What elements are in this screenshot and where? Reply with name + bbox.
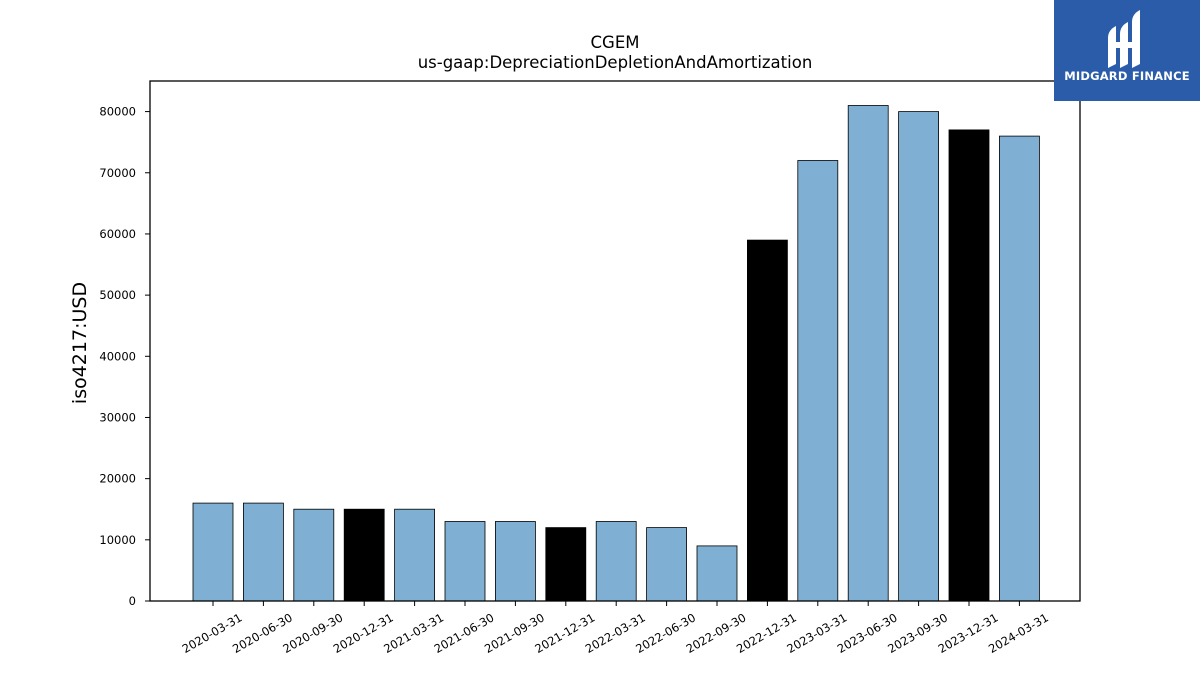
plot-frame [149, 80, 1081, 602]
bar-2024-03-31 [999, 135, 1040, 602]
bar-2022-09-30 [696, 545, 738, 602]
midgard-finance-logo: MIDGARD FINANCE [1054, 0, 1200, 101]
midgard-logo-icon [1108, 10, 1140, 68]
bar-2021-03-31 [394, 508, 436, 602]
bar-2021-09-30 [494, 521, 536, 602]
bar-2023-12-31 [948, 129, 990, 602]
bar-2020-09-30 [293, 508, 335, 602]
bars [192, 105, 1040, 602]
bar-2022-06-30 [646, 527, 687, 602]
y-tick-label: 60000 [99, 227, 136, 241]
chart-title: CGEM [591, 33, 640, 52]
y-tick-label: 20000 [99, 472, 136, 486]
bar-2022-12-31 [747, 239, 788, 602]
y-tick-label: 80000 [99, 105, 136, 119]
bar-2023-06-30 [847, 105, 889, 602]
bar-2023-03-31 [797, 160, 839, 602]
y-tick-label: 40000 [99, 349, 136, 363]
chart-subtitle: us-gaap:DepreciationDepletionAndAmortiza… [418, 53, 813, 72]
y-axis-label: iso4217:USD [69, 282, 91, 404]
bar-2021-06-30 [444, 521, 486, 602]
x-axis: 2020-03-312020-06-302020-09-302020-12-31… [180, 601, 1051, 656]
bar-2023-09-30 [898, 111, 939, 602]
logo-text: MIDGARD FINANCE [1064, 69, 1190, 83]
bar-2021-12-31 [545, 527, 587, 602]
bar-2022-03-31 [595, 521, 637, 602]
bar-2020-12-31 [343, 508, 385, 602]
y-tick-label: 0 [129, 594, 136, 608]
bar-2020-03-31 [192, 502, 234, 602]
y-tick-label: 50000 [99, 288, 136, 302]
bar-2020-06-30 [242, 502, 284, 602]
y-tick-label: 10000 [99, 533, 136, 547]
y-tick-label: 30000 [99, 410, 136, 424]
y-axis: 0 10000 20000 30000 40000 50000 60000 70000 8000… [99, 105, 150, 608]
y-tick-label: 70000 [99, 166, 136, 180]
